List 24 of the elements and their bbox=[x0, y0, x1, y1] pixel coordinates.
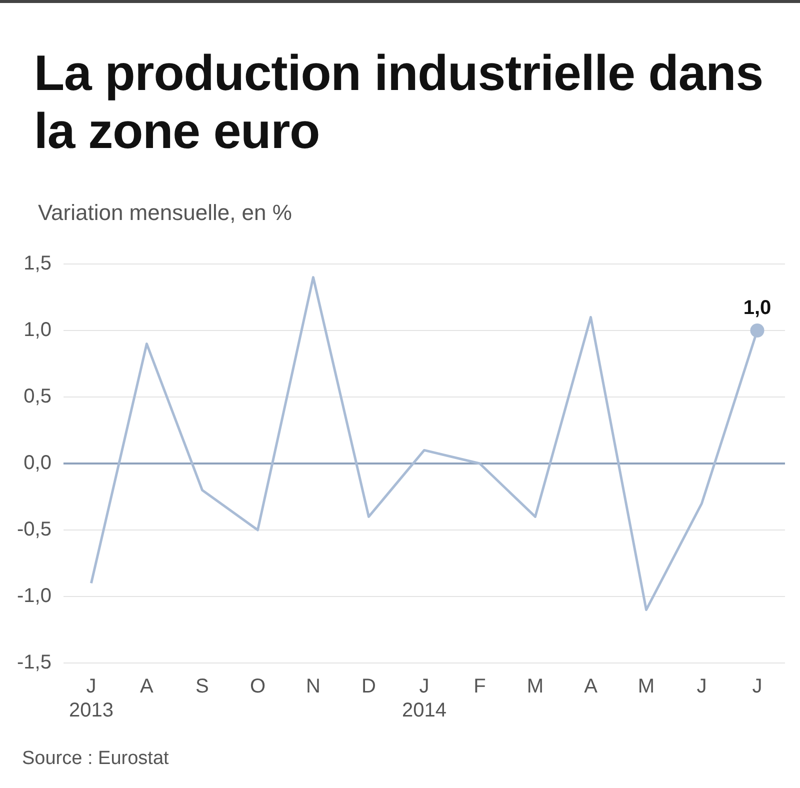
y-tick-label: -1,0 bbox=[16, 585, 52, 608]
x-tick-label: N bbox=[306, 676, 320, 698]
source-note: Source : Eurostat bbox=[22, 748, 169, 770]
chart-subtitle: Variation mensuelle, en % bbox=[38, 200, 292, 226]
x-tick-label: M bbox=[526, 676, 544, 698]
x-tick-label: M bbox=[638, 676, 655, 698]
y-tick-label: -0,5 bbox=[16, 518, 52, 541]
x-tick-label: D bbox=[362, 676, 376, 698]
y-tick-label: 1,0 bbox=[24, 319, 52, 342]
x-tick-label: J bbox=[696, 676, 707, 698]
y-tick-label: 1,5 bbox=[24, 252, 52, 275]
y-tick-label: -1,5 bbox=[16, 652, 52, 674]
x-tick-label: J 2013 bbox=[68, 676, 114, 722]
y-tick-label: 0,5 bbox=[24, 386, 52, 408]
x-tick-label: J 2014 bbox=[402, 676, 446, 722]
y-tick-label: 0,0 bbox=[24, 452, 52, 474]
x-tick-label: A bbox=[584, 676, 598, 698]
x-tick-label: F bbox=[474, 676, 486, 698]
x-tick-label: S bbox=[196, 676, 209, 698]
chart-title: La production industrielle dans la zone euro bbox=[34, 44, 764, 160]
data-label: 1,0 bbox=[743, 297, 772, 320]
x-tick-label: J bbox=[752, 676, 762, 698]
x-tick-label: A bbox=[140, 676, 154, 698]
x-tick-label: O bbox=[250, 676, 266, 698]
